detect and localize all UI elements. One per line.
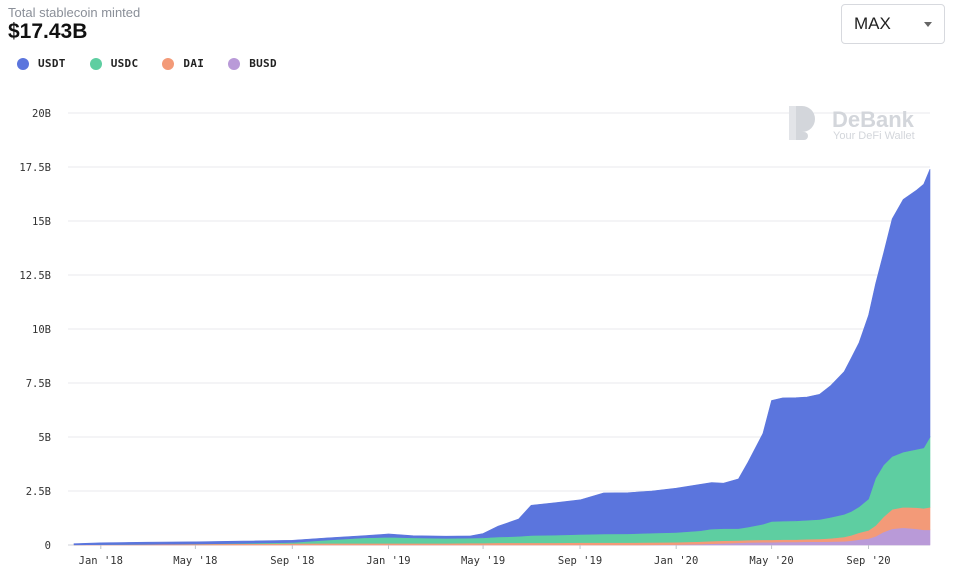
legend-item-dai[interactable]: DAI bbox=[162, 57, 204, 70]
x-tick-label: Jan '19 bbox=[366, 555, 410, 567]
x-tick-label: May '19 bbox=[461, 555, 505, 567]
x-tick-label: Sep '18 bbox=[270, 555, 314, 567]
chevron-down-icon bbox=[924, 21, 932, 27]
x-tick-label: Jan '18 bbox=[79, 555, 123, 567]
y-tick-label: 10B bbox=[32, 324, 51, 336]
legend-item-usdc[interactable]: USDC bbox=[89, 57, 139, 70]
legend-label-busd: BUSD bbox=[249, 57, 277, 70]
x-tick-label: Sep '19 bbox=[558, 555, 602, 567]
watermark-subtitle: Your DeFi Wallet bbox=[833, 130, 915, 142]
legend-dot-dai bbox=[162, 57, 175, 70]
total-minted-value: $17.43B bbox=[8, 20, 88, 43]
legend-item-usdt[interactable]: USDT bbox=[17, 57, 66, 70]
x-tick-label: Jan '20 bbox=[654, 555, 698, 567]
y-tick-label: 12.5B bbox=[19, 270, 51, 282]
y-tick-label: 5B bbox=[38, 432, 51, 444]
y-tick-label: 15B bbox=[32, 216, 51, 228]
x-tick-label: Sep '20 bbox=[846, 555, 890, 567]
legend-label-dai: DAI bbox=[183, 57, 205, 70]
y-tick-label: 0 bbox=[45, 540, 51, 552]
legend-dot-usdc bbox=[89, 57, 102, 70]
y-tick-label: 2.5B bbox=[26, 486, 51, 498]
chart-legend: USDT USDC DAI BUSD bbox=[17, 57, 301, 70]
legend-item-busd[interactable]: BUSD bbox=[228, 57, 277, 70]
y-axis-ticks: 0 2.5B 5B 7.5B 10B 12.5B 15B 17.5B 20B bbox=[19, 108, 51, 552]
debank-logo-icon bbox=[789, 106, 815, 140]
watermark-title: DeBank bbox=[832, 107, 915, 132]
area-series bbox=[73, 169, 931, 546]
area-usdt bbox=[73, 169, 931, 546]
y-tick-label: 7.5B bbox=[26, 378, 51, 390]
x-axis-ticks: Jan '18 May '18 Sep '18 Jan '19 May '19 Sep '… bbox=[79, 545, 891, 567]
debank-watermark: DeBank Your DeFi Wallet bbox=[789, 106, 915, 142]
legend-dot-busd bbox=[228, 57, 241, 70]
time-range-select[interactable]: MAX bbox=[841, 4, 945, 44]
time-range-selected: MAX bbox=[854, 14, 891, 33]
legend-dot-usdt bbox=[17, 57, 29, 70]
x-tick-label: May '18 bbox=[173, 555, 217, 567]
y-tick-label: 17.5B bbox=[19, 162, 51, 174]
total-minted-label: Total stablecoin minted bbox=[8, 5, 141, 20]
x-tick-label: May '20 bbox=[749, 555, 793, 567]
legend-label-usdc: USDC bbox=[110, 57, 139, 70]
y-tick-label: 20B bbox=[32, 108, 51, 120]
legend-label-usdt: USDT bbox=[38, 57, 66, 70]
